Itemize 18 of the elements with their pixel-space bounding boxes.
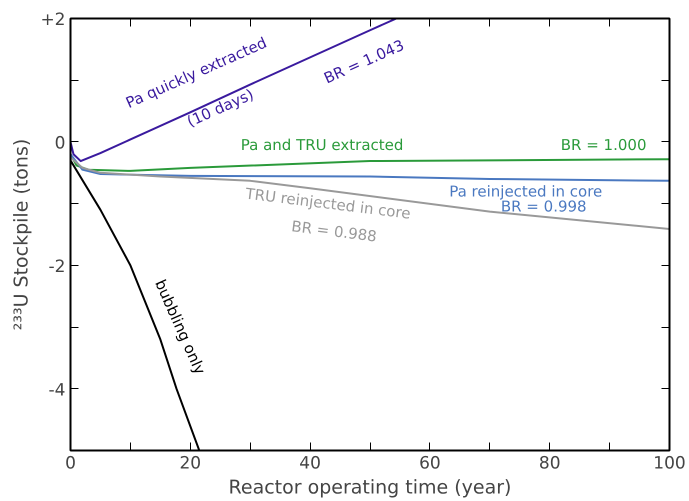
annotation: BR = 1.043 — [321, 36, 407, 88]
x-axis-title: Reactor operating time (year) — [228, 476, 512, 498]
annotation: Pa and TRU extracted — [240, 136, 404, 154]
x-tick-label: 40 — [299, 454, 321, 474]
x-tick-label: 80 — [538, 454, 561, 474]
x-tick-label: 60 — [419, 454, 441, 474]
x-tick-label: 20 — [179, 454, 202, 474]
line-series — [70, 153, 670, 182]
annotation: BR = 1.000 — [560, 136, 646, 154]
annotation: BR = 0.988 — [290, 217, 378, 246]
annotation: (10 days) — [184, 85, 256, 131]
y-axis-title: ²³³U Stockpile (tons) — [10, 138, 32, 330]
y-tick-label: -2 — [48, 256, 66, 277]
y-tick-label: -4 — [48, 380, 66, 400]
y-tick-label: +2 — [40, 10, 66, 30]
x-tick-label: 100 — [653, 454, 686, 474]
y-tick-label: 0 — [54, 133, 66, 154]
annotation: Pa reinjected in core — [449, 182, 602, 200]
